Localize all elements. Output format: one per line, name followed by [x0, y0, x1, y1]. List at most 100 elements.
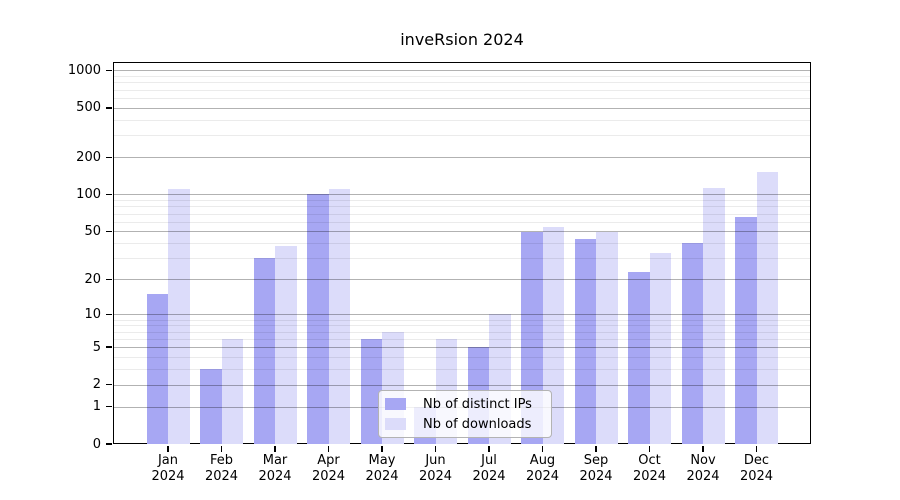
legend-swatch-distinct-ips-icon [385, 398, 406, 410]
x-axis-tick-label: Dec 2024 [739, 453, 774, 484]
minor-gridline [113, 89, 811, 91]
minor-gridline [113, 325, 811, 327]
major-gridline [113, 314, 811, 316]
x-axis-tick-label: Apr 2024 [311, 453, 346, 484]
bar-nb-of-distinct-ips-oct [628, 272, 650, 444]
x-axis-tick-label: Nov 2024 [686, 453, 720, 484]
x-axis-tick [327, 446, 330, 452]
minor-gridline [113, 331, 811, 333]
bar-nb-of-downloads-feb [221, 338, 243, 444]
bar-nb-of-distinct-ips-may [360, 338, 382, 444]
x-axis-tick [648, 446, 651, 452]
y-axis-tick [106, 193, 112, 196]
x-axis-tick-label: Sep 2024 [579, 453, 613, 484]
y-axis-tick [106, 313, 112, 316]
legend-entry-downloads: Nb of downloads [385, 417, 545, 432]
x-axis-tick-label: May 2024 [365, 453, 399, 484]
y-axis-tick-label: 0 [92, 436, 101, 452]
major-gridline [113, 70, 811, 72]
x-axis-tick [167, 446, 169, 452]
x-axis-tick [434, 446, 437, 452]
y-axis-tick [106, 107, 112, 109]
minor-gridline [113, 221, 811, 223]
minor-gridline [113, 356, 811, 358]
y-axis-tick [106, 346, 112, 348]
x-axis-tick [755, 446, 758, 452]
bar-nb-of-downloads-oct [649, 253, 671, 444]
x-axis-tick-label: Jun 2024 [418, 453, 453, 484]
bar-nb-of-downloads-dec [756, 172, 778, 444]
legend: Nb of distinct IPs Nb of downloads [378, 390, 552, 438]
y-axis-tick [106, 405, 112, 408]
y-axis-tick-label: 50 [84, 223, 101, 239]
y-axis-tick-label: 1000 [67, 62, 101, 78]
bar-nb-of-distinct-ips-mar [253, 258, 275, 444]
bar-nb-of-downloads-jan [168, 189, 190, 444]
bar-nb-of-distinct-ips-jan [146, 294, 168, 444]
major-gridline [113, 279, 811, 281]
x-axis-tick [381, 446, 383, 452]
y-axis-tick-label: 10 [84, 306, 101, 322]
x-axis-tick [488, 446, 490, 452]
major-gridline [113, 194, 811, 196]
major-gridline [113, 107, 811, 109]
x-axis-tick-label: Jan 2024 [151, 453, 185, 484]
x-axis-tick-label: Feb 2024 [204, 453, 239, 484]
minor-gridline [113, 76, 811, 78]
bar-nb-of-downloads-apr [328, 188, 350, 444]
y-axis-tick-label: 5 [92, 339, 101, 355]
legend-label-distinct-ips: Nb of distinct IPs [423, 396, 532, 412]
x-axis-tick-label: Mar 2024 [258, 453, 292, 484]
minor-gridline [113, 258, 811, 260]
y-axis-tick-label: 200 [76, 149, 101, 165]
x-axis-tick [702, 446, 704, 452]
minor-gridline [113, 206, 811, 208]
legend-swatch-downloads-icon [385, 418, 406, 430]
major-gridline [113, 231, 811, 233]
minor-gridline [113, 200, 811, 202]
y-axis-tick [106, 443, 112, 445]
minor-gridline [113, 369, 811, 371]
minor-gridline [113, 82, 811, 84]
minor-gridline [113, 319, 811, 321]
legend-entry-distinct-ips: Nb of distinct IPs [385, 397, 545, 412]
x-axis-tick [595, 446, 597, 452]
bar-nb-of-distinct-ips-apr [307, 193, 329, 444]
bar-nb-of-distinct-ips-dec [735, 216, 757, 444]
minor-gridline [113, 98, 811, 100]
y-axis-tick-label: 20 [84, 271, 101, 287]
minor-gridline [113, 213, 811, 215]
bar-nb-of-downloads-nov [703, 187, 725, 444]
chart-title: inveRsion 2024 [400, 30, 524, 49]
minor-gridline [113, 119, 811, 121]
major-gridline [113, 157, 811, 159]
bar-nb-of-downloads-mar [275, 245, 297, 444]
y-axis-tick-label: 2 [92, 377, 101, 393]
major-gridline [113, 384, 811, 386]
y-axis-tick-label: 1 [92, 399, 101, 415]
y-axis-tick-label: 100 [76, 186, 101, 202]
bar-nb-of-distinct-ips-sep [574, 239, 596, 444]
y-axis-tick [106, 230, 112, 233]
x-axis-tick-label: Oct 2024 [632, 453, 667, 484]
bar-nb-of-downloads-sep [596, 232, 618, 444]
y-axis-tick [106, 156, 112, 158]
bar-nb-of-distinct-ips-nov [681, 243, 703, 444]
x-axis-tick [274, 446, 276, 452]
y-axis-tick [106, 69, 112, 72]
bar-nb-of-downloads-aug [542, 227, 564, 444]
minor-gridline [113, 243, 811, 245]
major-gridline [113, 347, 811, 349]
x-axis-tick-label: Jul 2024 [472, 453, 506, 484]
minor-gridline [113, 135, 811, 137]
x-axis-tick-label: Aug 2024 [525, 453, 560, 484]
bar-nb-of-distinct-ips-feb [200, 369, 222, 444]
legend-label-downloads: Nb of downloads [423, 416, 532, 432]
x-axis-tick [541, 446, 544, 452]
y-axis-tick [106, 278, 112, 281]
minor-gridline [113, 338, 811, 340]
y-axis-tick-label: 500 [76, 100, 101, 116]
y-axis-tick [106, 383, 112, 386]
